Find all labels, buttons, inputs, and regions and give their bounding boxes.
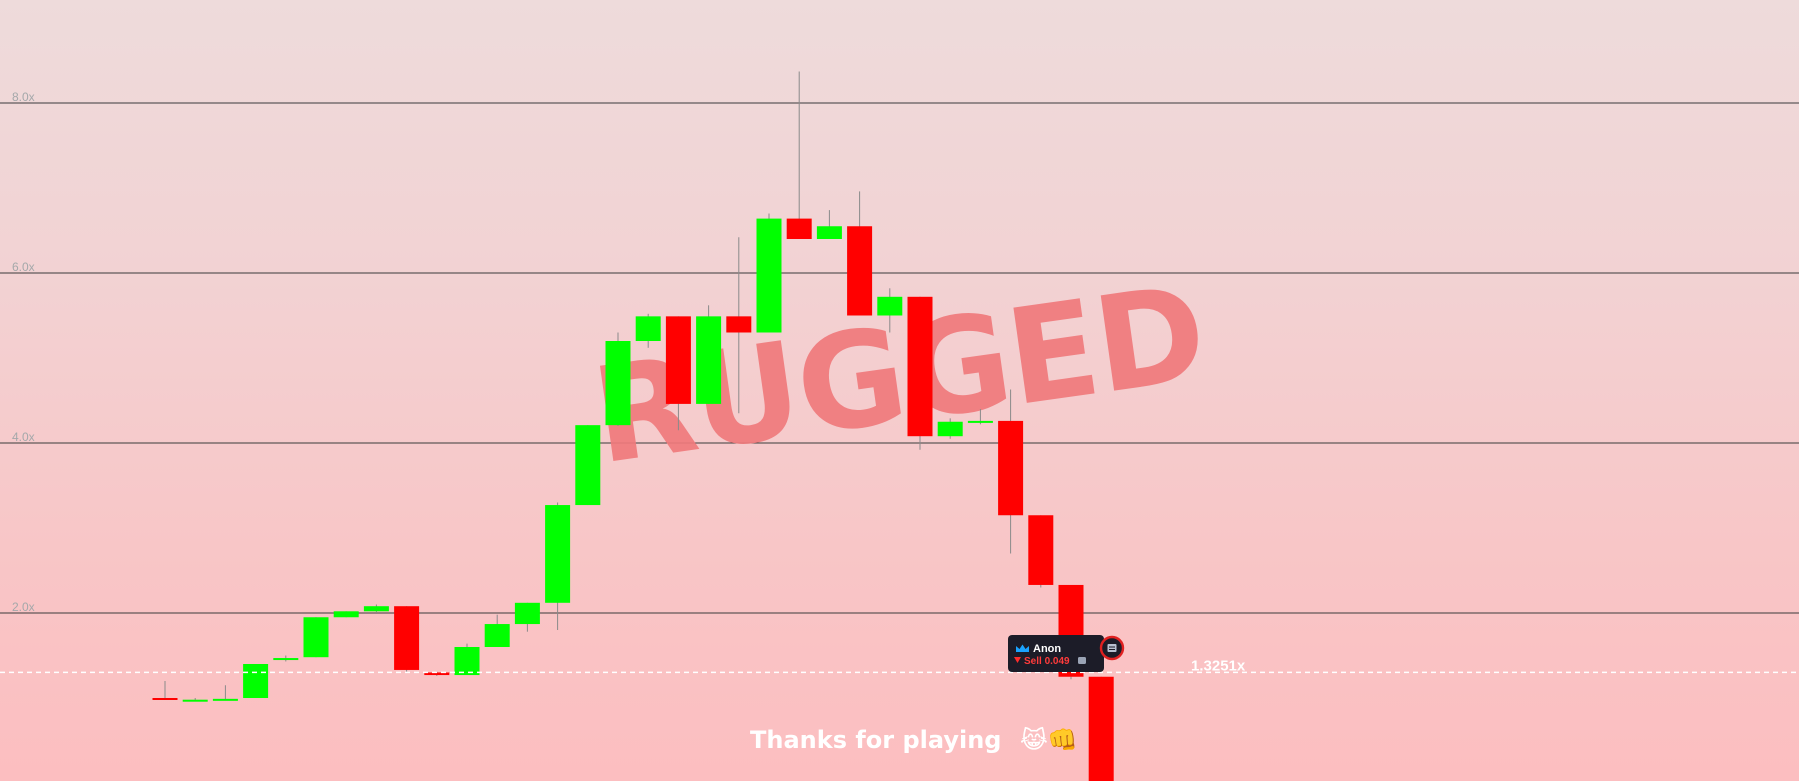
down-triangle-icon: [1014, 657, 1021, 663]
candle: [847, 191, 873, 316]
candle-body-down: [424, 672, 450, 676]
candle: [454, 643, 480, 676]
candle: [363, 604, 389, 613]
candle: [1028, 515, 1054, 588]
candle-body-down: [1028, 515, 1054, 585]
crown-icon: [1016, 644, 1029, 652]
candle-body-up: [454, 647, 480, 676]
candle: [243, 664, 269, 698]
trade-tooltip[interactable]: Anon Sell 0.049: [1008, 635, 1104, 672]
candle: [545, 502, 571, 630]
emoji-text: 😹👊: [1020, 726, 1078, 754]
candle: [665, 316, 691, 431]
candle: [212, 685, 238, 701]
candle: [877, 288, 903, 333]
candle: [605, 332, 631, 426]
candle-body-up: [212, 698, 238, 701]
trade-marker-icon[interactable]: [1099, 635, 1125, 661]
candle-body-up: [484, 624, 510, 647]
candle-body-up: [303, 617, 329, 658]
candle-body-down: [394, 606, 420, 670]
current-multiplier-label: 1.3251x: [1191, 657, 1246, 674]
footer-text: Thanks for playing 😹👊: [750, 726, 1078, 754]
candle: [756, 213, 782, 333]
candle-body-up: [333, 611, 359, 618]
candle-body-up: [363, 606, 389, 612]
candle: [937, 418, 963, 439]
grid-layer: [0, 102, 1799, 614]
candle-body-down: [665, 316, 691, 404]
trade-user-name: Anon: [1033, 643, 1061, 655]
candle-body-down: [786, 218, 812, 239]
candle-body-up: [243, 664, 269, 698]
candle: [484, 614, 510, 647]
candle: [786, 71, 812, 239]
candle-body-up: [635, 316, 661, 341]
candle-body-up: [273, 658, 299, 661]
candles: [152, 71, 1114, 781]
candle: [967, 409, 993, 425]
candle-body-down: [152, 698, 178, 700]
candle-body-up: [967, 420, 993, 423]
candle-body-down: [726, 316, 752, 333]
candle: [152, 681, 178, 700]
candle: [1088, 676, 1114, 781]
candle-body-up: [696, 316, 722, 404]
candle-body-up: [605, 341, 631, 426]
candle: [333, 611, 359, 618]
candle: [394, 606, 420, 673]
candle-body-up: [182, 699, 208, 702]
footer-message: Thanks for playing 😹👊: [750, 726, 1078, 754]
y-tick-label: 6.0x: [12, 260, 35, 274]
trade-action-label: Sell 0.049: [1024, 656, 1070, 667]
candle: [303, 617, 329, 658]
candle-body-up: [877, 296, 903, 316]
candle: [182, 698, 208, 702]
candle-body-up: [816, 226, 842, 239]
candle: [575, 425, 601, 506]
candle-body-down: [998, 420, 1024, 516]
y-tick-label: 8.0x: [12, 90, 35, 104]
candle-body-down: [847, 226, 873, 316]
candle: [816, 210, 842, 239]
candle: [726, 237, 752, 414]
candle-body-down: [1088, 676, 1114, 781]
candle-body-up: [575, 425, 601, 506]
sol-coin-icon: [1078, 657, 1086, 664]
thanks-text: Thanks for playing: [750, 726, 1001, 754]
current-multiplier-indicator: 1.3251x: [0, 657, 1799, 674]
y-axis-tick-labels: 2.0x 4.0x 6.0x 8.0x: [12, 90, 35, 614]
candle: [635, 313, 661, 348]
candle: [907, 296, 933, 450]
candle-body-down: [907, 296, 933, 437]
candle-body-up: [756, 218, 782, 333]
candle: [514, 602, 540, 632]
candle-body-up: [937, 421, 963, 437]
candle-body-up: [545, 505, 571, 603]
candle: [273, 655, 299, 662]
candle-body-up: [514, 602, 540, 625]
y-tick-label: 2.0x: [12, 600, 35, 614]
candle: [998, 389, 1024, 554]
y-tick-label: 4.0x: [12, 430, 35, 444]
candle: [696, 305, 722, 404]
